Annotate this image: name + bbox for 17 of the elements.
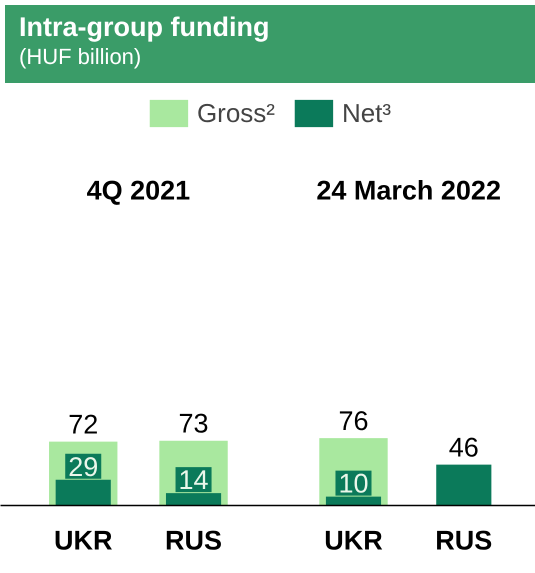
legend-label: Net³	[342, 98, 392, 128]
data-label: 10	[338, 468, 369, 499]
data-label: 14	[178, 465, 209, 496]
chart-subtitle: (HUF billion)	[19, 43, 142, 71]
data-label: 73	[178, 408, 209, 439]
text: 24 March 2022	[316, 176, 501, 206]
x-tick-label: RUS	[165, 526, 222, 556]
text: 4Q 2021	[86, 176, 190, 206]
data-label: 72	[68, 410, 98, 440]
data-label: 46	[448, 432, 479, 463]
legend-label: Gross²	[196, 98, 275, 128]
x-tick-label: UKR	[54, 526, 112, 556]
data-label: 76	[338, 406, 369, 436]
data-label: 29	[68, 452, 98, 482]
chart-title: Intra-group funding	[19, 11, 270, 43]
x-tick-label: UKR	[324, 526, 383, 556]
x-tick-label: RUS	[435, 526, 492, 556]
